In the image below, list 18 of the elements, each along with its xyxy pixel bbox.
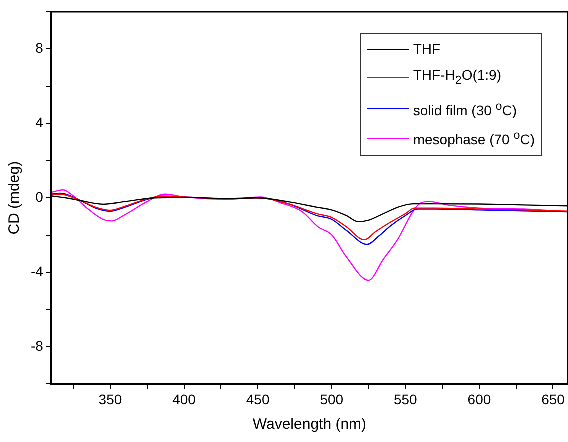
y-tick-label: -8 — [30, 338, 44, 354]
x-tick-label: 450 — [246, 391, 270, 408]
x-tick-label: 400 — [172, 391, 196, 408]
x-tick-label: 650 — [542, 391, 566, 408]
y-tick-label: 8 — [36, 40, 44, 56]
legend-label: THF-H$_{2}$O(1:9) — [413, 66, 502, 89]
x-tick-label: 350 — [98, 391, 122, 408]
legend-label: THF — [413, 40, 441, 59]
y-axis-title: CD (mdeg) — [6, 161, 24, 235]
x-tick-label: 600 — [468, 391, 492, 408]
x-axis-title: Wavelength (nm) — [252, 416, 367, 434]
x-tick-label: 500 — [320, 391, 344, 408]
y-tick-label: -4 — [30, 263, 44, 280]
y-tick-label: 4 — [36, 114, 44, 131]
legend-label: solid film (30 $^{o}$C) — [413, 98, 518, 120]
legend-label: mesophase (70 $^{o}$C) — [413, 128, 535, 150]
y-tick-label: 0 — [36, 188, 44, 205]
x-tick-label: 550 — [394, 391, 418, 408]
